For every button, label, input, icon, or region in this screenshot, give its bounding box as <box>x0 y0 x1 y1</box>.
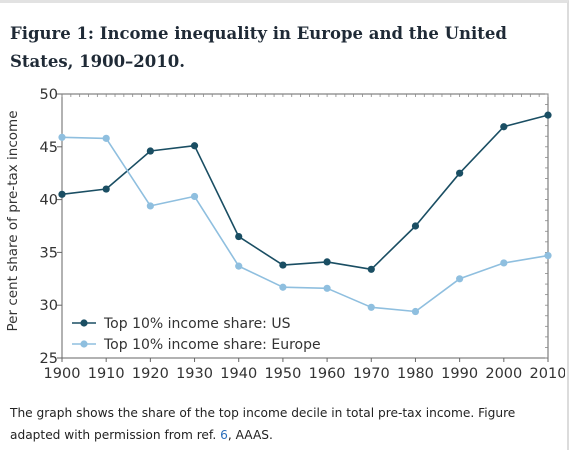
data-point-europe <box>323 284 331 292</box>
data-point-us <box>190 142 199 150</box>
data-point-europe <box>190 192 199 201</box>
chart-series <box>58 111 552 316</box>
chart-axes: 25 30 35 40 45 50 1900 1910 1920 1930 1940 1950 1960… <box>40 87 565 382</box>
x-tick-label: 1920 <box>132 366 169 382</box>
x-tick-label: 1940 <box>220 366 257 382</box>
caption-text: The graph shows the share of the top inc… <box>10 406 516 442</box>
line-chart: 25 30 35 40 45 50 1900 1910 1920 1930 1940 1950 1960… <box>5 87 565 382</box>
data-point-europe <box>279 283 287 291</box>
data-point-us <box>58 190 66 198</box>
data-point-us <box>544 111 552 119</box>
data-point-us <box>367 265 375 273</box>
x-tick-label: 2000 <box>485 366 522 382</box>
series-line-us <box>61 114 549 271</box>
data-point-us <box>323 258 331 266</box>
data-point-europe <box>367 303 375 311</box>
legend-marker <box>80 319 88 327</box>
data-point-europe <box>146 202 154 210</box>
caption-reference-link[interactable]: 6 <box>220 428 228 442</box>
x-tick-label: 1970 <box>353 366 390 382</box>
caption-text-end: , AAAS. <box>227 428 273 442</box>
y-tick-label: 35 <box>40 245 58 261</box>
x-tick-label: 1900 <box>44 366 81 382</box>
legend-marker <box>80 340 88 348</box>
series-line-europe <box>61 136 549 313</box>
x-tick-label: 1930 <box>176 366 213 382</box>
y-tick-label: 45 <box>40 140 58 156</box>
data-point-europe <box>500 259 508 267</box>
data-point-us <box>411 222 420 230</box>
y-tick-label: 30 <box>40 298 58 314</box>
legend-label: Top 10% income share: Europe <box>103 337 321 353</box>
data-point-europe <box>544 251 552 260</box>
plot-frame <box>61 93 549 359</box>
x-tick-label: 1990 <box>441 366 478 382</box>
data-point-us <box>235 232 243 241</box>
y-tick-label: 50 <box>40 87 58 103</box>
data-point-europe <box>456 275 464 283</box>
data-point-us <box>500 123 508 131</box>
data-point-us <box>279 261 287 269</box>
x-tick-label: 2010 <box>530 366 565 382</box>
legend-label: Top 10% income share: US <box>103 316 291 332</box>
data-point-europe <box>58 133 66 141</box>
data-point-us <box>146 147 154 155</box>
y-axis-label: Per cent share of pre-tax income <box>5 111 21 332</box>
chart-legend: Top 10% income share: US Top 10% income s… <box>72 316 321 353</box>
y-tick-label: 40 <box>40 193 58 209</box>
data-point-europe <box>411 307 420 316</box>
x-tick-label: 1980 <box>397 366 434 382</box>
y-tick-label: 25 <box>40 351 58 367</box>
data-point-europe <box>235 262 243 270</box>
x-tick-label: 1910 <box>88 366 125 382</box>
data-point-europe <box>102 134 110 142</box>
figure-title: Figure 1: Income inequality in Europe an… <box>10 24 507 71</box>
figure-caption: The graph shows the share of the top inc… <box>10 402 565 446</box>
x-tick-label: 1950 <box>264 366 301 382</box>
data-point-us <box>456 169 464 177</box>
data-point-us <box>102 185 110 193</box>
x-tick-label: 1960 <box>309 366 346 382</box>
